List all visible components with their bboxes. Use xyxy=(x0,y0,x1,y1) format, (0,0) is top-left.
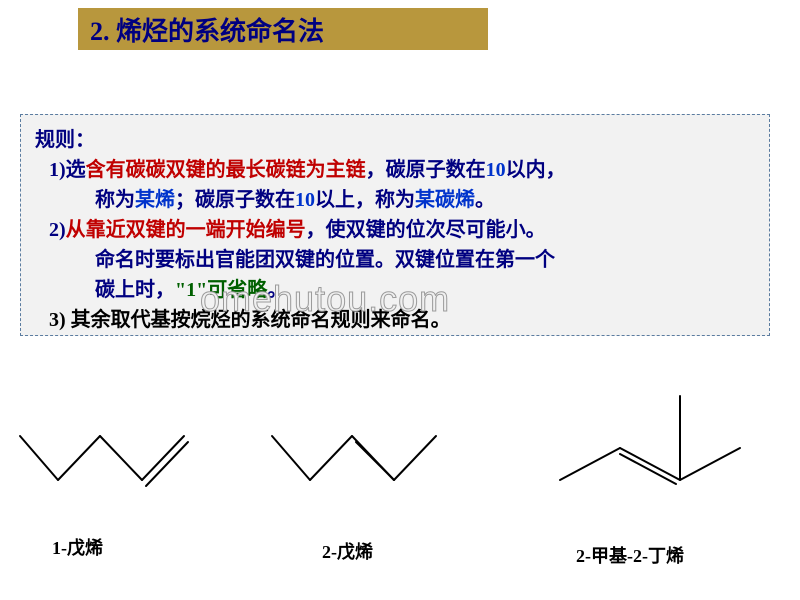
rule-line: 碳上时，"1"可省略。 xyxy=(35,275,755,305)
rules-body: 1)选含有碳碳双键的最长碳链为主链，碳原子数在10以内，称为某烯；碳原子数在10… xyxy=(35,155,755,335)
rules-header: 规则： xyxy=(35,125,755,155)
rules-box: 规则： 1)选含有碳碳双键的最长碳链为主链，碳原子数在10以内，称为某烯；碳原子… xyxy=(20,114,770,336)
rule-line: 命名时要标出官能团双键的位置。双键位置在第一个 xyxy=(35,245,755,275)
section-title: 2. 烯烃的系统命名法 xyxy=(90,11,324,48)
section-title-bar: 2. 烯烃的系统命名法 xyxy=(78,8,488,50)
molecule-label: 2-甲基-2-丁烯 xyxy=(576,542,684,568)
rule-line: 3) 其余取代基按烷烃的系统命名规则来命名。 xyxy=(35,305,755,335)
rule-line: 2)从靠近双键的一端开始编号，使双键的位次尽可能小。 xyxy=(35,215,755,245)
molecule-label: 2-戊烯 xyxy=(322,538,373,564)
molecule xyxy=(530,376,790,516)
molecule xyxy=(0,376,240,516)
rule-line: 称为某烯；碳原子数在10以上，称为某碳烯。 xyxy=(35,185,755,215)
molecule xyxy=(252,376,492,516)
molecule-diagrams: 1-戊烯2-戊烯2-甲基-2-丁烯 xyxy=(0,376,800,556)
molecule-label: 1-戊烯 xyxy=(52,534,103,560)
rule-line: 1)选含有碳碳双键的最长碳链为主链，碳原子数在10以内， xyxy=(35,155,755,185)
